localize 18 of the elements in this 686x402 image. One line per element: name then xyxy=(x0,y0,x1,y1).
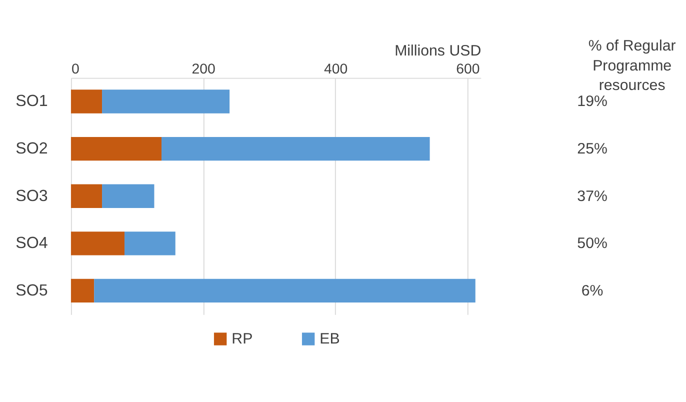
x-axis-title: Millions USD xyxy=(394,42,482,60)
text: 6% xyxy=(581,282,604,300)
x-tick-label: 200 xyxy=(192,62,216,78)
x-tick-label: 400 xyxy=(324,62,348,78)
text: 19% xyxy=(577,93,608,110)
text: 25% xyxy=(577,140,608,158)
x-tick-label: 0 xyxy=(71,62,80,78)
y-tick-label: SO1 xyxy=(16,92,48,110)
y-tick-label: SO3 xyxy=(16,186,48,205)
text: 50% xyxy=(577,235,608,252)
legend-label: EB xyxy=(320,330,340,348)
text: 37% xyxy=(577,188,608,205)
y-tick-label: SO5 xyxy=(16,281,48,300)
legend-label: RP xyxy=(232,330,253,348)
text: % of Regular Programme resources xyxy=(588,37,676,94)
x-tick-label: 600 xyxy=(456,62,480,78)
y-tick-label: SO2 xyxy=(16,140,48,158)
y-tick-label: SO4 xyxy=(16,234,48,252)
